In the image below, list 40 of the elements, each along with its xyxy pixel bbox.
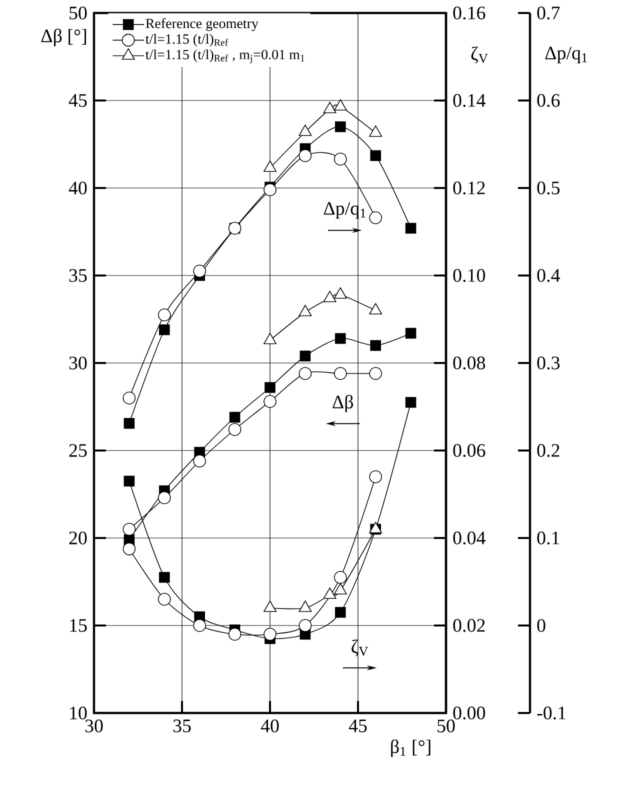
legend-label: Reference geometry (146, 18, 258, 32)
y-axis-title: Δβ [°] (41, 28, 86, 46)
y2-tick-label: 0.00 (453, 706, 486, 720)
y-tick-label: 45 (68, 94, 87, 107)
x-tick-label: 30 (85, 720, 103, 732)
y-tick-label: 20 (69, 532, 87, 544)
y2-axis-title: ζ$_{V}$ (471, 46, 488, 64)
y3-tick-label: -0.1 (537, 706, 566, 720)
y3-tick-label: 0.3 (537, 356, 560, 370)
legend-label: t/l=1.15 (t/l)$_{Ref}$ (146, 34, 228, 47)
x-tick-label: 35 (173, 720, 191, 732)
x-tick-label: 40 (260, 720, 279, 732)
y-tick-label: 10 (70, 706, 87, 720)
y3-tick-label: 0.4 (537, 269, 560, 282)
y-tick-label: 30 (69, 356, 87, 370)
annotation: Δβ (332, 394, 353, 412)
y2-tick-label: 0.08 (453, 356, 486, 370)
y3-tick-label: 0.6 (537, 94, 560, 107)
y3-tick-label: 0 (537, 619, 546, 632)
y-tick-label: 40 (68, 182, 87, 194)
y3-tick-label: 0.2 (537, 444, 560, 457)
y-tick-label: 15 (70, 619, 87, 632)
y2-tick-label: 0.02 (453, 619, 485, 632)
y-tick-label: 25 (69, 444, 87, 457)
y3-tick-label: 0.7 (537, 6, 560, 20)
y2-tick-label: 0.04 (453, 532, 486, 544)
y-tick-label: 50 (70, 6, 87, 20)
y2-tick-label: 0.06 (453, 444, 486, 457)
y-tick-label: 35 (69, 269, 87, 282)
x-tick-label: 50 (438, 720, 455, 732)
y2-tick-label: 0.14 (453, 94, 486, 107)
y3-tick-label: 0.1 (537, 532, 560, 544)
y2-tick-label: 0.12 (453, 182, 485, 194)
x-tick-label: 45 (348, 720, 367, 732)
y3-axis-title: Δp/q$_{1}$ (545, 46, 587, 64)
legend-label: t/l=1.15 (t/l)$_{Ref}$ , m$_{j}$=0.01 m$_{1}$ (146, 49, 304, 64)
y2-tick-label: 0.16 (453, 6, 486, 20)
y2-tick-label: 0.10 (453, 269, 486, 282)
x-axis-title: β$_{1}$ [°] (391, 740, 430, 757)
y3-tick-label: 0.5 (537, 182, 560, 194)
